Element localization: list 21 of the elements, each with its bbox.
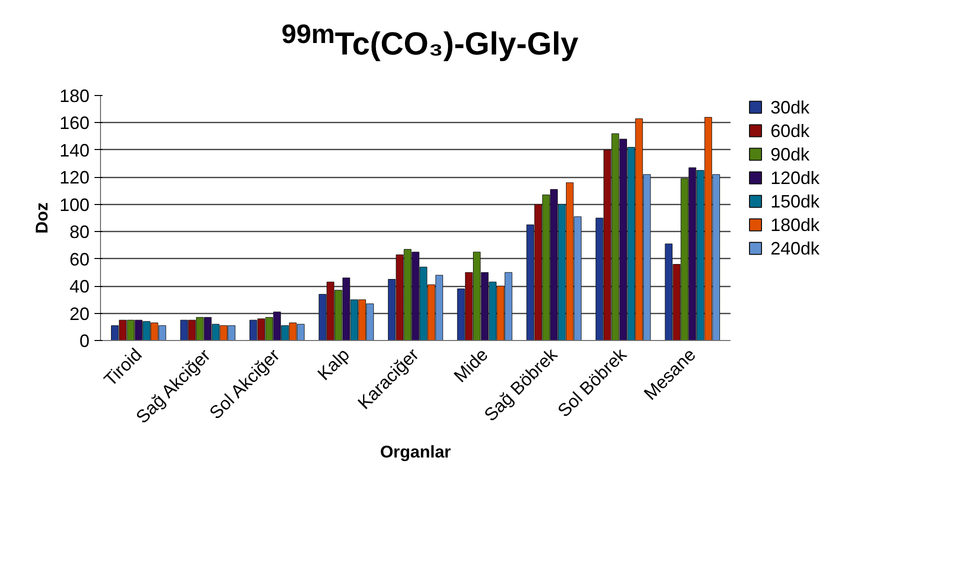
legend-label: 120dk (770, 168, 821, 188)
y-tick-label: 120 (59, 168, 90, 188)
y-tick-label: 140 (59, 140, 90, 160)
y-tick-label: 40 (69, 276, 90, 297)
chart-title: $^{99m}$Tc(CO₃)-Gly-Gly (280, 18, 580, 64)
y-tick-label: 100 (59, 194, 90, 215)
y-tick-label: 0 (79, 331, 90, 351)
y-tick-label: 180 (59, 86, 90, 106)
y-tick-label: 60 (69, 249, 90, 270)
y-tick-label: 160 (59, 113, 90, 134)
legend-label: 30dk (770, 97, 811, 118)
y-axis-title: Doz (32, 202, 52, 234)
x-tick-label: Kalp (314, 344, 354, 384)
y-tick-label: 20 (69, 304, 90, 324)
y-tick-label: 80 (69, 222, 90, 242)
legend-label: 240dk (770, 238, 821, 258)
legend-label: 150dk (770, 191, 821, 212)
x-axis-title: Organlar (380, 442, 452, 462)
legend-label: 180dk (770, 214, 821, 235)
legend-label: 90dk (770, 144, 811, 164)
legend-label: 60dk (770, 120, 811, 141)
